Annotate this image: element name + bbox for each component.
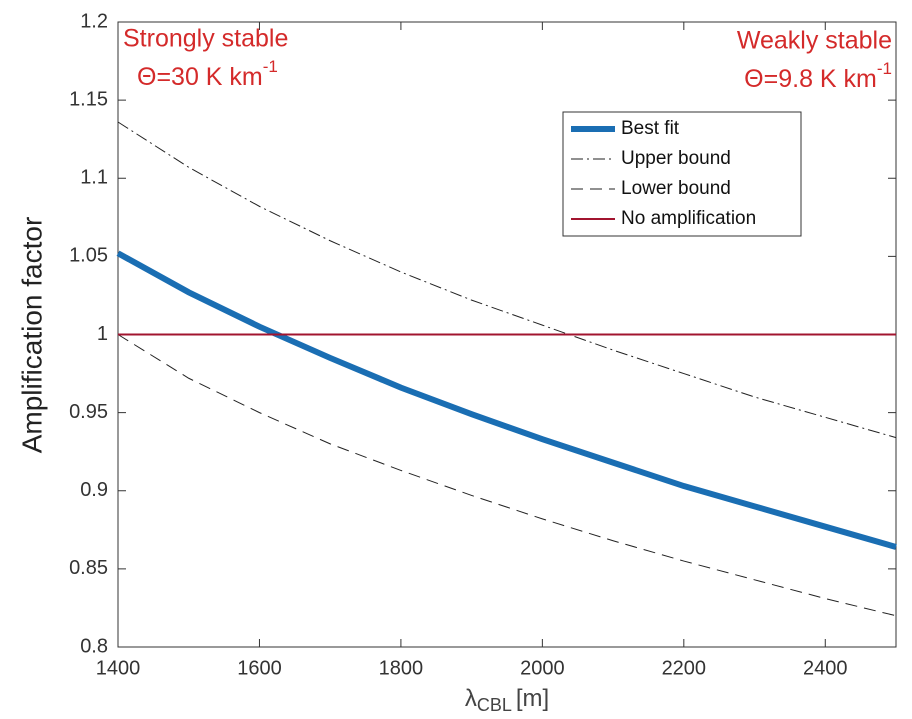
x-tick-label: 1800 (379, 657, 424, 679)
x-tick-label: 2400 (803, 657, 848, 679)
series-line (117, 121, 897, 439)
series-line (116, 250, 897, 550)
x-axis-label: λCBL [m] (465, 685, 549, 714)
y-tick-label: 1 (97, 323, 108, 345)
x-tick-label: 1400 (96, 657, 141, 679)
y-tick-label: 0.8 (80, 635, 108, 657)
annotation-text: Θ=30 K km-1 (137, 57, 278, 90)
x-label-subscript: CBL (477, 695, 512, 715)
annotation-superscript: -1 (877, 59, 892, 78)
y-tick-label: 1.15 (69, 88, 108, 110)
x-tick-label: 2000 (520, 657, 565, 679)
annotation-main: Θ=30 K km (137, 63, 263, 91)
annotation-text: Θ=9.8 K km-1 (744, 59, 892, 92)
y-tick-label: 1.2 (80, 10, 108, 32)
x-tick-label: 2200 (662, 657, 707, 679)
y-tick-label: 1.05 (69, 245, 108, 267)
x-tick-label: 1600 (237, 657, 282, 679)
y-tick-label: 0.85 (69, 557, 108, 579)
y-tick-label: 0.95 (69, 401, 108, 423)
legend-box (562, 111, 802, 237)
legend-label: Upper bound (621, 148, 731, 169)
x-label-unit: [m] (516, 685, 549, 712)
y-tick-label: 0.9 (80, 479, 108, 501)
annotation-title: Weakly stable (737, 27, 892, 55)
annotation-main: Θ=9.8 K km (744, 65, 877, 93)
legend-label: No amplification (621, 208, 756, 229)
annotation-superscript: -1 (263, 57, 278, 76)
series-line (117, 334, 897, 617)
y-axis-label: Amplification factor (16, 217, 47, 454)
y-tick-label: 1.1 (80, 167, 108, 189)
legend-label: Lower bound (621, 178, 731, 199)
legend: Best fit Upper bound Lower bound No amplifi… (562, 111, 802, 237)
legend-label: Best fit (621, 118, 680, 139)
annotation-title: Strongly stable (123, 25, 288, 53)
x-label-symbol: λ (465, 685, 477, 712)
